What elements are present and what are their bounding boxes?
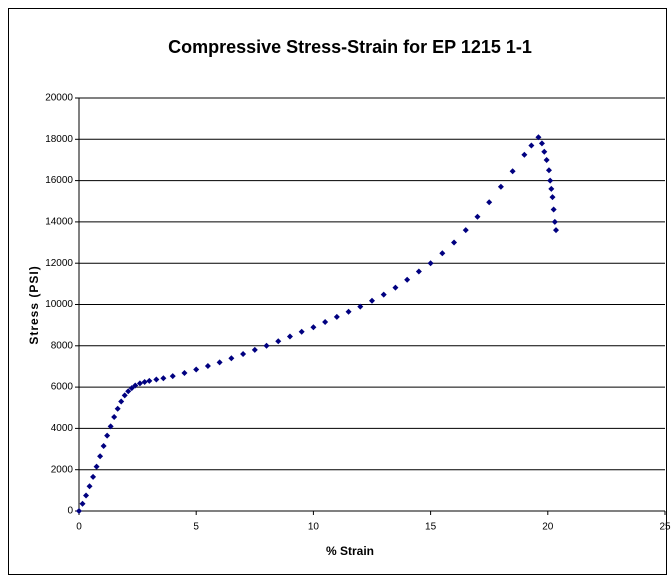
y-axis-label: Stress (PSI) [27, 265, 41, 344]
data-point [121, 392, 128, 399]
data-point [439, 250, 446, 257]
data-point [474, 213, 481, 220]
data-point [251, 346, 258, 353]
data-point [451, 239, 458, 246]
data-point [462, 227, 469, 234]
y-tick-label: 20000 [45, 93, 73, 104]
data-point [545, 167, 552, 174]
data-point [275, 338, 282, 345]
x-tick-label: 15 [425, 522, 437, 533]
data-point [549, 194, 556, 201]
data-point [90, 473, 97, 480]
data-point [415, 268, 422, 275]
data-point [160, 375, 167, 382]
y-tick-label: 10000 [45, 299, 73, 310]
data-point [404, 276, 411, 283]
data-point [181, 370, 188, 377]
x-tick-label: 25 [659, 522, 671, 533]
data-point [543, 156, 550, 163]
data-point [228, 355, 235, 362]
y-tick-label: 18000 [45, 134, 73, 145]
data-point [528, 142, 535, 149]
y-tick-label: 14000 [45, 217, 73, 228]
data-point [104, 432, 111, 439]
data-point [83, 492, 90, 499]
data-point [310, 324, 317, 331]
x-axis-label: % Strain [326, 544, 374, 558]
data-point [114, 405, 121, 412]
y-tick-label: 12000 [45, 258, 73, 269]
data-point [551, 218, 558, 225]
data-point [93, 463, 100, 470]
data-point [322, 319, 329, 326]
data-point [535, 134, 542, 141]
data-point [153, 376, 160, 383]
data-point [193, 366, 200, 373]
data-point [486, 199, 493, 206]
data-point [550, 206, 557, 213]
y-tick-label: 2000 [51, 464, 74, 475]
chart-frame [8, 8, 667, 575]
data-point [369, 297, 375, 304]
data-point [427, 260, 434, 267]
data-point [118, 398, 125, 405]
data-point [286, 333, 293, 340]
data-point [298, 328, 305, 335]
x-tick-label: 0 [76, 522, 82, 533]
data-point [553, 227, 560, 234]
data-point [141, 378, 148, 385]
data-point [548, 185, 555, 192]
data-point [345, 308, 352, 315]
y-tick-label: 16000 [45, 175, 73, 186]
data-point [392, 284, 399, 291]
chart-title: Compressive Stress-Strain for EP 1215 1-… [168, 37, 532, 57]
data-point [204, 363, 211, 370]
data-point [521, 151, 528, 158]
data-point [380, 291, 387, 298]
data-point [547, 177, 554, 184]
data-point [132, 382, 139, 389]
data-point [107, 423, 114, 430]
data-point [216, 359, 223, 366]
data-point [541, 148, 548, 155]
y-tick-label: 4000 [51, 423, 74, 434]
x-tick-label: 5 [193, 522, 199, 533]
data-point [86, 483, 93, 490]
data-point [538, 140, 545, 147]
data-point [136, 380, 143, 387]
data-point [263, 342, 270, 349]
data-point [509, 168, 516, 175]
data-point [128, 385, 135, 392]
data-point [125, 388, 132, 395]
x-tick-label: 20 [542, 522, 554, 533]
data-point [146, 377, 153, 384]
data-point [357, 303, 364, 310]
data-point [169, 373, 176, 380]
data-point [111, 414, 118, 421]
data-point [97, 453, 104, 460]
y-tick-label: 0 [67, 506, 73, 517]
data-point [240, 351, 247, 358]
y-tick-label: 8000 [51, 340, 74, 351]
y-tick-label: 6000 [51, 382, 74, 393]
data-point [76, 508, 82, 514]
data-point [497, 183, 504, 190]
data-point [333, 313, 340, 320]
x-tick-label: 10 [308, 522, 320, 533]
data-point [100, 442, 107, 449]
data-point [79, 500, 86, 507]
